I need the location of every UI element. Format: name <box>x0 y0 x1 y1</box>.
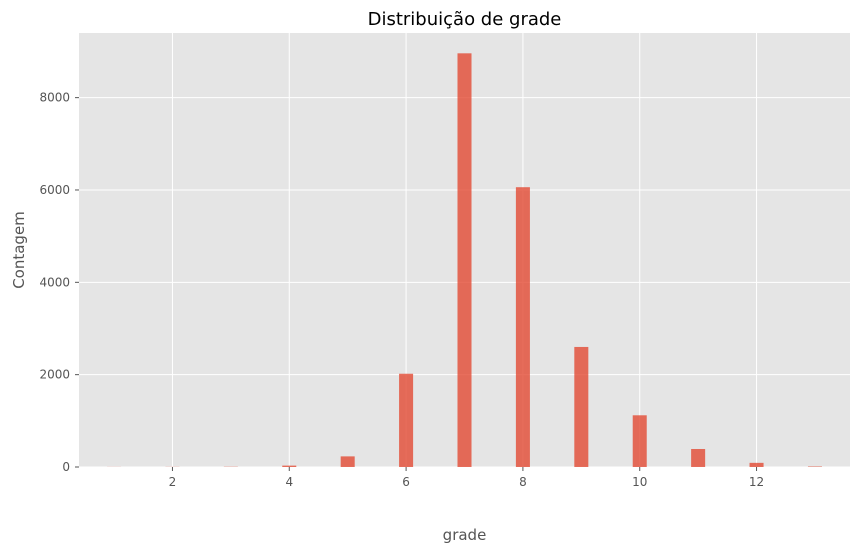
x-axis-label: grade <box>443 526 487 544</box>
y-tick-label: 6000 <box>39 183 70 197</box>
y-axis-label: Contagem <box>10 211 28 289</box>
bars <box>107 53 822 468</box>
histogram-bar <box>632 415 647 467</box>
histogram-bar <box>749 462 764 467</box>
y-tick-label: 0 <box>62 460 70 474</box>
y-tick-label: 4000 <box>39 275 70 289</box>
x-axis-ticks: 2 4 6 8 10 12 <box>169 467 764 489</box>
y-axis-ticks: 0 2000 4000 6000 8000 <box>39 91 79 474</box>
histogram-bar <box>457 53 472 468</box>
x-tick-label: 8 <box>519 475 527 489</box>
x-tick-label: 2 <box>169 475 177 489</box>
x-tick-label: 10 <box>632 475 647 489</box>
chart-title: Distribuição de grade <box>368 9 562 30</box>
histogram-bar <box>399 373 414 467</box>
histogram-bar <box>340 456 355 467</box>
histogram-bar <box>515 187 530 468</box>
y-tick-label: 2000 <box>39 368 70 382</box>
histogram-bar <box>282 465 297 467</box>
histogram-bar <box>574 346 589 467</box>
x-tick-label: 6 <box>402 475 410 489</box>
x-tick-label: 12 <box>749 475 764 489</box>
x-tick-label: 4 <box>285 475 293 489</box>
y-tick-label: 8000 <box>39 91 70 105</box>
histogram-bar <box>691 448 706 467</box>
